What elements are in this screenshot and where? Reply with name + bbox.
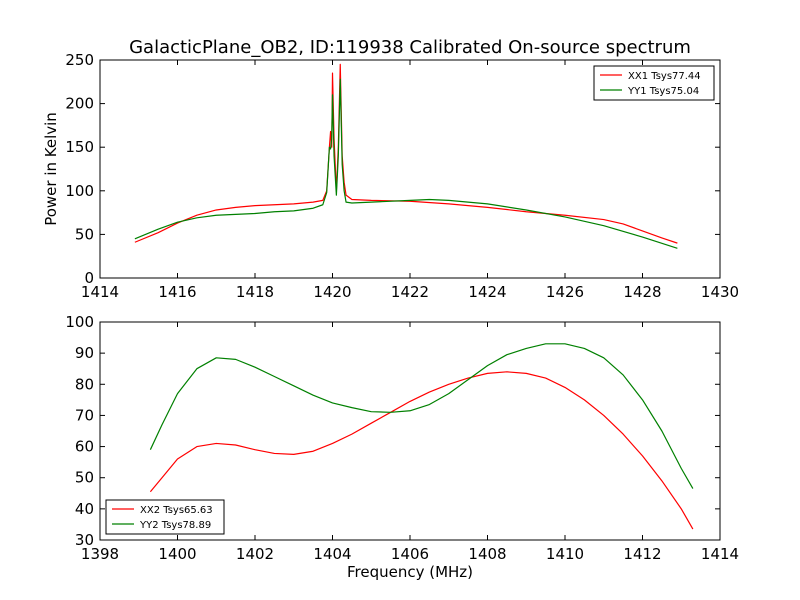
y-axis-label: Power in Kelvin [42,112,60,226]
y-tick-label: 100 [65,313,94,331]
x-tick-label: 1430 [701,283,739,301]
y-tick-label: 100 [65,182,94,200]
y-tick-label: 80 [75,375,94,393]
y-tick-label: 90 [75,344,94,362]
top-spectrum-panel: 1414 1416 1418 1420 1422 1424 1426 1428 1430 0 50 1… [42,51,739,301]
y-tick-label: 200 [65,95,94,113]
x-tick-label: 1418 [236,283,274,301]
x-tick-label: 1422 [391,283,429,301]
legend-box [105,499,225,535]
x-tick-label: 1400 [158,545,196,563]
x-tick-label: 1416 [158,283,196,301]
legend: XX1 Tsys77.44 YY1 Tsys75.04 [593,65,715,101]
series-line-yy1 [134,78,678,249]
y-tick-label: 150 [65,138,94,156]
x-tick-label: 1410 [546,545,584,563]
y-tick-label: 40 [75,500,94,518]
x-tick-label: 1406 [391,545,429,563]
legend-entry-label: YY1 Tsys75.04 [627,86,699,97]
x-tick-label: 1414 [701,545,739,563]
x-tick-label: 1424 [468,283,506,301]
x-tick-label: 1412 [623,545,661,563]
legend-entry-label: YY2 Tsys78.89 [139,520,211,531]
y-tick-label: 30 [75,531,94,549]
series-line-xx2 [149,371,694,530]
x-tick-label: 1428 [623,283,661,301]
x-tick-label: 1404 [313,545,351,563]
bottom-spectrum-panel: 1398 1400 1402 1404 1406 1408 1410 1412 1414 30 40… [65,313,739,563]
series-line-yy2 [149,343,694,489]
y-tick-label: 50 [75,225,94,243]
x-tick-label: 1408 [468,545,506,563]
legend: XX2 Tsys65.63 YY2 Tsys78.89 [105,499,225,535]
figure-title: GalacticPlane_OB2, ID:119938 Calibrated … [129,37,691,58]
x-tick-label: 1426 [546,283,584,301]
y-tick-label: 0 [84,269,94,287]
x-tick-label: 1414 [81,283,119,301]
legend-entry-label: XX1 Tsys77.44 [628,71,701,82]
x-tick-label: 1402 [236,545,274,563]
y-tick-label: 70 [75,406,94,424]
y-tick-label: 50 [75,469,94,487]
legend-entry-label: XX2 Tsys65.63 [140,505,213,516]
x-tick-label: 1398 [81,545,119,563]
y-tick-label: 250 [65,51,94,69]
y-tick-label: 60 [75,438,94,456]
legend-box [593,65,715,101]
x-tick-label: 1420 [313,283,351,301]
bottom-x-axis-label: Frequency (MHz) [347,563,473,581]
